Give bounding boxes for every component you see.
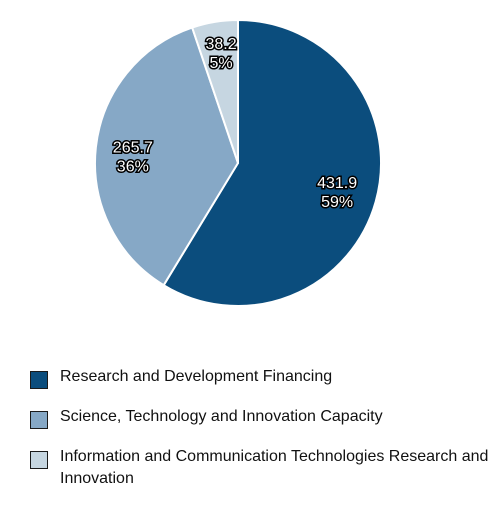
pie-slice-3 — [191, 19, 239, 164]
slice-value-label-2: 265.7 — [113, 139, 153, 156]
slice-value-label-3: 38.2 — [205, 36, 236, 53]
pie-slice-2 — [94, 26, 239, 287]
legend-item-1: Research and Development Financing — [30, 366, 490, 389]
legend-label-2: Science, Technology and Innovation Capac… — [60, 408, 383, 425]
slice-value-label-1: 431.9 — [317, 175, 357, 192]
legend: Research and Development Financing Scienc… — [30, 366, 490, 507]
legend-item-2: Science, Technology and Innovation Capac… — [30, 406, 490, 429]
legend-swatch-2 — [30, 411, 48, 429]
pie-chart: 431.9 59% 265.7 36% 38.2 5% — [94, 19, 382, 307]
slice-percent-label-3: 5% — [209, 55, 232, 72]
legend-label-1: Research and Development Financing — [60, 368, 333, 385]
legend-item-3: Information and Communication Technologi… — [30, 446, 490, 490]
pie-slice-1 — [162, 19, 382, 307]
slice-percent-label-2: 36% — [117, 158, 149, 175]
legend-swatch-1 — [30, 371, 48, 389]
legend-swatch-3 — [30, 451, 48, 469]
legend-label-3: Information and Communication Technologi… — [60, 448, 489, 487]
slice-percent-label-1: 59% — [321, 194, 353, 211]
